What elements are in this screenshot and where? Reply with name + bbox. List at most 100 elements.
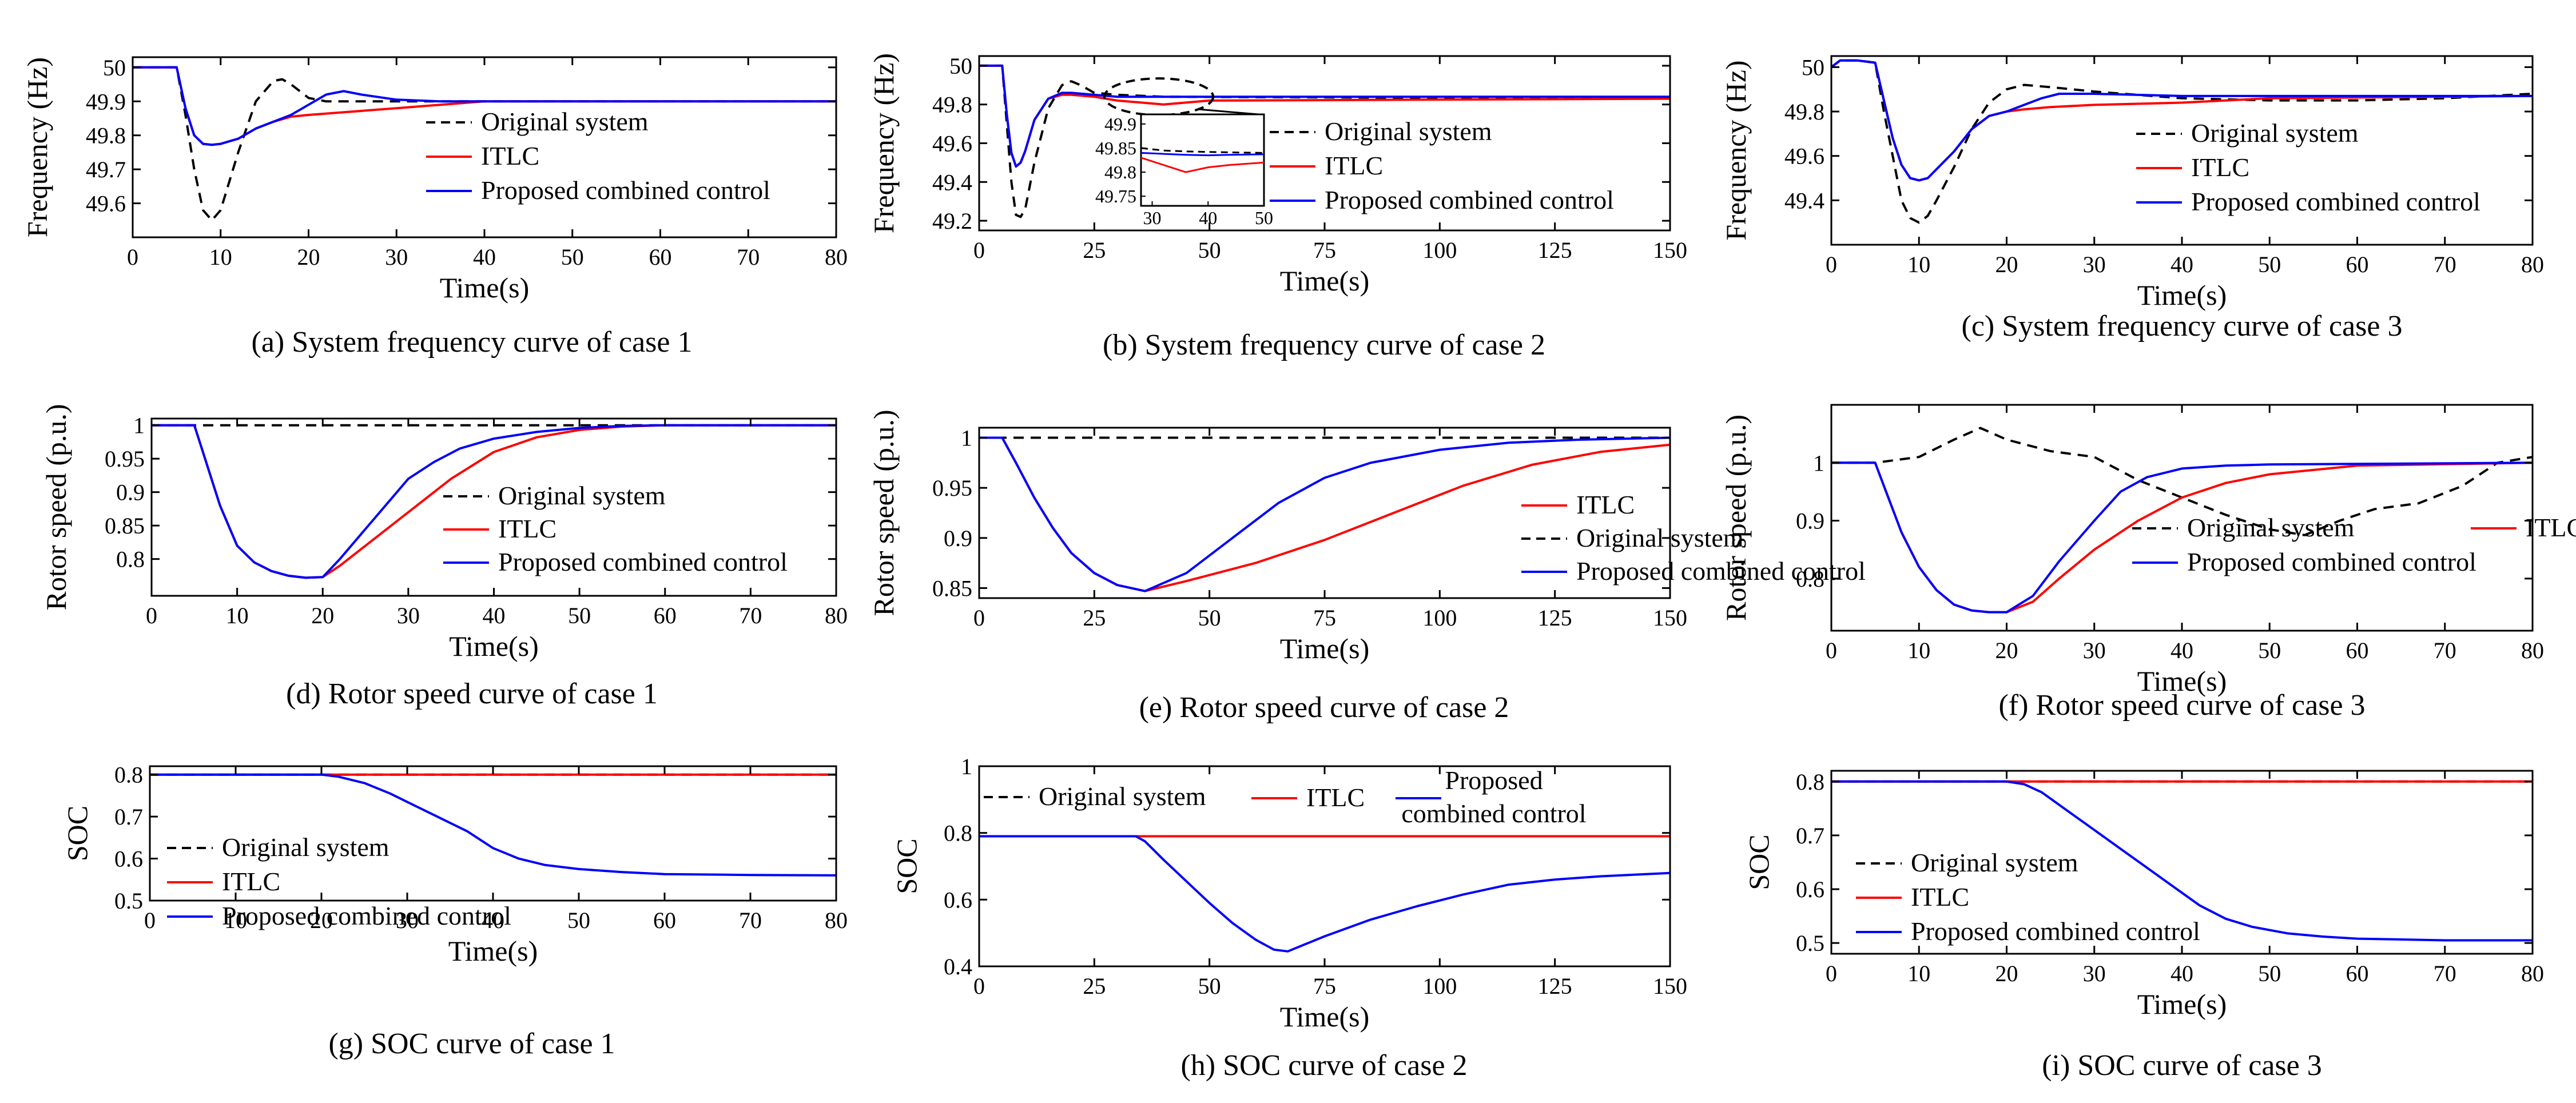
x-tick-label: 25 xyxy=(1083,237,1106,263)
legend-label: ITLC xyxy=(222,867,280,896)
x-tick-label: 10 xyxy=(1907,961,1930,986)
x-tick-label: 40 xyxy=(2170,638,2193,663)
series-line-proposed xyxy=(979,436,1670,592)
x-tick-label: 40 xyxy=(473,244,496,270)
inset-series-itlc xyxy=(1140,157,1265,173)
y-axis-label: Frequency (Hz) xyxy=(21,57,53,237)
y-tick-label: 49.2 xyxy=(932,208,972,234)
x-axis-label: Time(s) xyxy=(2137,988,2227,1020)
y-axis-label: Frequency (Hz) xyxy=(868,53,900,233)
x-tick-label: 50 xyxy=(2258,638,2281,663)
x-tick-label: 100 xyxy=(1422,973,1457,999)
legend-label: Proposed combined control xyxy=(498,547,788,576)
legend-label: Proposed combined control xyxy=(1911,917,2200,946)
x-tick-label: 125 xyxy=(1538,605,1572,631)
y-axis-label: Rotor speed (p.u.) xyxy=(1720,415,1752,621)
series-line-proposed xyxy=(133,66,836,146)
series-line-proposed xyxy=(150,773,836,877)
chart-caption: (c) System frequency curve of case 3 xyxy=(1962,310,2403,343)
legend: Original system ITLC Proposed combined con… xyxy=(2136,118,2480,216)
chart-panel-h: 0 25 50 75 100 125 150 0.4 0.6 0.8 1 Time(s) SOC (h) … xyxy=(891,754,1687,1082)
x-tick-label: 10 xyxy=(209,244,232,270)
x-tick-label: 10 xyxy=(226,603,249,628)
inset-series-original xyxy=(1140,147,1265,154)
x-tick-label: 150 xyxy=(1653,973,1687,999)
y-tick-label: 49.9 xyxy=(86,89,126,114)
y-tick-label: 0.5 xyxy=(1796,930,1824,956)
series-line-proposed xyxy=(152,424,836,579)
legend-label: ITLC xyxy=(1576,490,1635,519)
chart-panel-a: 0 10 20 30 40 50 60 70 80 49.6 49.7 49.8 49.9 50 Time(… xyxy=(21,55,848,359)
x-axis-label: Time(s) xyxy=(1280,632,1370,664)
inset-y-tick-label: 49.8 xyxy=(1104,162,1136,182)
y-tick-label: 50 xyxy=(949,53,972,79)
plot-frame xyxy=(1830,404,2534,632)
x-tick-label: 60 xyxy=(2346,961,2369,986)
legend-label: Original system xyxy=(1911,848,2078,877)
series-group xyxy=(133,66,836,222)
y-tick-label: 0.4 xyxy=(944,954,972,979)
x-tick-label: 10 xyxy=(1907,252,1930,277)
chart-caption: (e) Rotor speed curve of case 2 xyxy=(1139,691,1509,724)
legend: Original system ITLC Proposed combined con… xyxy=(1270,117,1614,214)
y-tick-label: 0.8 xyxy=(1796,769,1824,795)
legend-label: ITLC xyxy=(1306,783,1365,812)
x-tick-label: 50 xyxy=(1198,237,1221,263)
legend: Original system ITLC Proposed combined con… xyxy=(443,481,788,576)
y-tick-label: 1 xyxy=(961,425,972,451)
x-tick-label: 20 xyxy=(1995,961,2018,986)
y-tick-label: 49.7 xyxy=(86,157,126,182)
x-tick-label: 60 xyxy=(653,907,676,933)
x-tick-label: 70 xyxy=(739,907,762,933)
x-tick-label: 60 xyxy=(2346,638,2369,663)
chart-panel-f: 0 10 20 30 40 50 60 70 80 0.8 0.9 1 Time(s) Rotor spe… xyxy=(1720,404,2576,722)
x-tick-label: 0 xyxy=(1826,252,1837,277)
legend: Original system ITLC Proposed combined con… xyxy=(2132,513,2576,576)
y-axis-label: SOC xyxy=(1743,834,1775,890)
y-tick-label: 0.85 xyxy=(932,575,972,601)
y-tick-label: 49.4 xyxy=(932,169,972,195)
x-tick-label: 30 xyxy=(397,603,420,628)
y-axis-label: Frequency (Hz) xyxy=(1720,60,1752,240)
x-tick-label: 0 xyxy=(146,603,157,628)
x-tick-label: 40 xyxy=(2170,961,2193,986)
x-tick-label: 150 xyxy=(1653,237,1687,263)
series-line-itlc xyxy=(1831,59,2533,182)
legend-label: Proposed combined control xyxy=(2191,187,2480,216)
legend: Original system ITLC Proposed combined cont… xyxy=(984,766,1587,828)
y-tick-label: 0.6 xyxy=(114,846,143,872)
x-tick-label: 0 xyxy=(973,973,985,999)
legend-label: Original system xyxy=(1576,523,1744,552)
legend-label: Original system xyxy=(2187,513,2355,542)
y-tick-label: 0.6 xyxy=(1796,877,1824,902)
chart-caption: (f) Rotor speed curve of case 3 xyxy=(1998,689,2365,722)
legend-label: Original system xyxy=(2191,118,2359,148)
legend-label: Proposed combined control xyxy=(481,176,770,205)
x-tick-label: 0 xyxy=(973,237,985,263)
x-tick-label: 70 xyxy=(2434,252,2456,277)
series-line-itlc xyxy=(979,436,1670,592)
x-tick-label: 40 xyxy=(482,907,504,933)
series-group xyxy=(152,424,836,579)
x-tick-label: 30 xyxy=(385,244,408,270)
series-line-proposed xyxy=(979,835,1670,953)
x-tick-label: 60 xyxy=(654,603,677,628)
y-tick-label: 49.8 xyxy=(86,123,126,149)
inset-x-tick-label: 30 xyxy=(1143,208,1162,228)
legend: Original system ITLC Proposed combined con… xyxy=(1856,848,2200,946)
y-tick-label: 49.4 xyxy=(1784,188,1824,213)
inset-y-tick-label: 49.9 xyxy=(1104,114,1136,134)
x-tick-label: 50 xyxy=(567,907,590,933)
series-group xyxy=(979,835,1670,953)
x-tick-label: 40 xyxy=(483,603,506,628)
y-axis-label: Rotor speed (p.u.) xyxy=(40,404,72,610)
series-line-original xyxy=(1831,427,2533,536)
x-tick-label: 0 xyxy=(1826,638,1837,663)
x-axis-label: Time(s) xyxy=(2137,279,2227,311)
y-tick-label: 0.6 xyxy=(944,887,972,913)
series-line-original xyxy=(1831,59,2533,224)
y-tick-label: 0.7 xyxy=(114,804,143,830)
x-tick-label: 70 xyxy=(737,244,760,270)
x-tick-label: 60 xyxy=(649,244,672,270)
x-tick-label: 0 xyxy=(973,605,985,631)
